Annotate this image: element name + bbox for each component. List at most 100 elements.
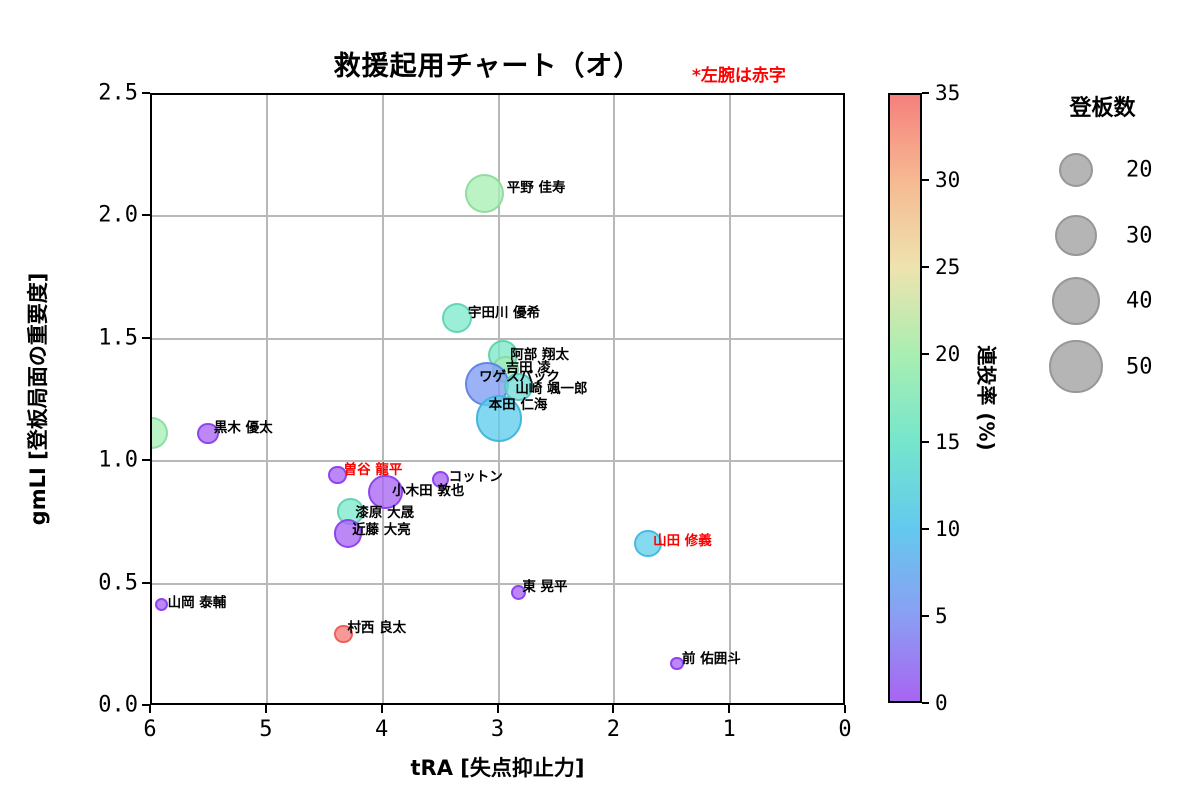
y-axis-label-text: gmLI [登板局面の重要度]	[26, 272, 50, 526]
y-tick-mark	[142, 704, 150, 706]
gridline-vertical	[613, 95, 616, 703]
data-point-bubble	[441, 303, 473, 334]
data-point-label: 村西 良太	[347, 620, 407, 636]
data-point-bubble	[504, 372, 533, 401]
colorbar-tick-label: 25	[935, 255, 961, 280]
data-point-label: 山岡 泰輔	[167, 594, 227, 611]
colorbar-tick-mark	[922, 702, 929, 704]
x-tick-mark	[612, 705, 615, 713]
data-point-label: 阿部 翔太	[510, 346, 569, 363]
data-point-label: 宇田川 優希	[467, 305, 541, 322]
y-tick-label: 1.0	[98, 447, 138, 473]
data-point-bubble	[155, 598, 169, 612]
data-point-bubble	[152, 417, 169, 450]
data-point-label: 山崎 颯一郎	[515, 380, 588, 397]
gridline-horizontal	[152, 460, 843, 463]
data-point-label: 平野 佳寿	[506, 180, 566, 197]
x-axis-label: tRA [失点抑止力]	[410, 756, 585, 780]
colorbar-tick-mark	[922, 614, 929, 617]
colorbar-tick-label: 0	[935, 691, 948, 715]
gridline-vertical	[381, 95, 384, 703]
x-tick-label: 0	[838, 717, 852, 742]
x-tick-mark	[496, 705, 499, 713]
y-tick-label: 2.5	[98, 80, 138, 106]
plot-area: 平野 佳寿宇田川 優希阿部 翔太 吉田 凌ワゲスパック 山崎 颯一郎 本田 仁海黒木 …	[150, 93, 845, 705]
colorbar-tick-mark	[922, 353, 929, 356]
y-tick-mark	[142, 459, 150, 462]
colorbar-tick-mark	[922, 179, 929, 182]
data-point-label: 黒木 優太	[213, 420, 273, 437]
x-tick-mark	[264, 705, 267, 713]
data-point-label: ワゲスパック	[479, 369, 561, 386]
x-tick-label: 4	[375, 717, 389, 742]
size-legend-circle	[1055, 214, 1097, 257]
data-point-bubble	[197, 422, 219, 444]
gridline-vertical	[265, 95, 268, 703]
data-point-bubble	[510, 584, 526, 600]
colorbar	[888, 93, 922, 703]
lefty-red-note: *左腕は赤字	[692, 66, 786, 86]
y-tick-mark	[142, 581, 150, 584]
data-point-bubble	[670, 656, 684, 670]
x-tick-mark	[844, 705, 846, 713]
x-tick-label: 5	[259, 717, 273, 742]
size-legend-value: 50	[1126, 354, 1153, 379]
colorbar-tick-label: 30	[935, 168, 961, 193]
size-legend-title: 登板数	[1069, 96, 1136, 121]
data-point-bubble	[432, 471, 450, 489]
data-point-label: コットン	[448, 468, 503, 485]
colorbar-tick-mark	[922, 92, 929, 94]
gridline-vertical	[729, 95, 732, 703]
y-tick-mark	[142, 92, 150, 94]
size-legend-circle	[1049, 339, 1103, 394]
size-legend-circle	[1059, 153, 1093, 187]
data-point-label: 本田 仁海	[488, 396, 548, 413]
x-tick-label: 6	[143, 717, 157, 742]
chart-title: 救援起用チャート（オ）	[333, 51, 642, 82]
colorbar-tick-label: 15	[935, 429, 961, 454]
y-tick-mark	[142, 336, 150, 339]
gridline-horizontal	[152, 215, 843, 218]
data-point-bubble	[333, 519, 363, 548]
colorbar-tick-mark	[922, 527, 929, 530]
x-tick-mark	[149, 705, 151, 713]
colorbar-label-text: 連投率 (%)	[974, 345, 999, 451]
y-tick-mark	[142, 214, 150, 217]
data-point-label: 東 晃平	[522, 579, 568, 596]
colorbar-tick-label: 35	[935, 81, 961, 105]
data-point-bubble	[334, 624, 353, 644]
data-point-label: 吉田 凌	[505, 359, 551, 376]
gridline-horizontal	[152, 582, 843, 585]
size-legend-value: 40	[1126, 288, 1153, 314]
data-point-bubble	[475, 395, 522, 442]
x-tick-label: 1	[722, 717, 736, 742]
x-tick-mark	[380, 705, 383, 713]
gridline-horizontal	[152, 337, 843, 340]
y-tick-label: 0.5	[98, 570, 138, 596]
y-tick-label: 1.5	[98, 325, 138, 351]
x-tick-label: 3	[490, 717, 505, 742]
data-point-label: 近藤 大亮	[352, 521, 411, 538]
y-tick-label: 0.0	[98, 692, 138, 718]
data-point-label: 漆原 大晟	[355, 504, 415, 521]
data-point-bubble	[367, 474, 403, 510]
data-point-label: 山田 修義	[653, 533, 712, 550]
size-legend-value: 20	[1126, 157, 1153, 183]
colorbar-tick-mark	[922, 266, 929, 269]
colorbar-tick-mark	[922, 440, 929, 443]
data-point-label: 曽谷 龍平	[343, 461, 403, 478]
colorbar-tick-label: 20	[935, 342, 961, 367]
data-point-label: 小木田 敦也	[392, 483, 465, 500]
x-tick-mark	[728, 705, 731, 713]
data-point-bubble	[465, 173, 505, 213]
data-point-bubble	[328, 465, 347, 485]
colorbar-tick-label: 10	[935, 516, 961, 541]
data-point-label: 前 佑囲斗	[682, 651, 741, 668]
y-tick-label: 2.0	[98, 202, 138, 228]
colorbar-tick-label: 5	[935, 603, 948, 628]
size-legend-value: 30	[1126, 223, 1153, 248]
size-legend-circle	[1051, 276, 1101, 326]
x-tick-label: 2	[606, 717, 620, 742]
data-point-bubble	[634, 529, 662, 558]
